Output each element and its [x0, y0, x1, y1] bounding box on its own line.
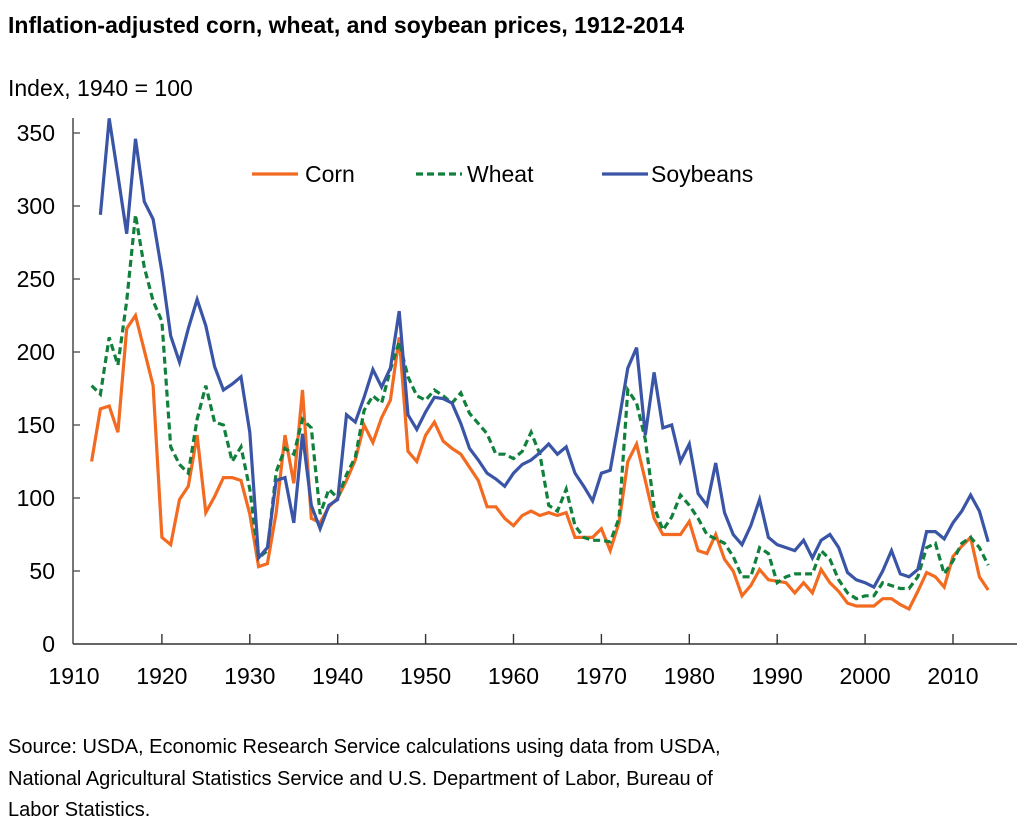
legend-label-soybeans: Soybeans: [651, 161, 753, 187]
axes: 0 50 100 150 200 250 300 350 1910 1920 1930 1940 195…: [17, 118, 1017, 689]
y-tick-label: 0: [42, 631, 55, 657]
legend-label-wheat: Wheat: [467, 161, 534, 187]
x-tick-label: 1960: [488, 663, 539, 689]
y-tick-label: 350: [17, 120, 55, 146]
y-tick-label: 100: [17, 485, 55, 511]
y-tick-label: 250: [17, 266, 55, 292]
x-tick-label: 1980: [664, 663, 715, 689]
x-tick-label: 1910: [48, 663, 99, 689]
y-tick-label: 50: [29, 558, 55, 584]
source-line-3: Labor Statistics.: [8, 799, 150, 821]
x-tick-label: 1950: [400, 663, 451, 689]
legend: Corn Wheat Soybeans: [252, 161, 753, 187]
x-tick-label: 2010: [927, 663, 978, 689]
series-line-soybeans: [98, 118, 990, 590]
series-lines: [90, 118, 990, 612]
series-line-wheat: [90, 214, 990, 601]
x-tick-label: 1930: [224, 663, 275, 689]
source-line-2: National Agricultural Statistics Service…: [8, 768, 713, 790]
x-tick-label: 1990: [752, 663, 803, 689]
series-line-corn: [90, 311, 990, 612]
x-tick-label: 1970: [576, 663, 627, 689]
legend-label-corn: Corn: [305, 161, 355, 187]
y-axis-label: Index, 1940 = 100: [8, 75, 193, 101]
chart-title: Inflation-adjusted corn, wheat, and soyb…: [8, 12, 684, 38]
x-tick-label: 1920: [136, 663, 187, 689]
x-tick-label: 2000: [840, 663, 891, 689]
y-tick-label: 150: [17, 412, 55, 438]
source-line-1: Source: USDA, Economic Research Service …: [8, 736, 721, 758]
y-tick-label: 200: [17, 339, 55, 365]
y-tick-label: 300: [17, 193, 55, 219]
x-tick-label: 1940: [312, 663, 363, 689]
